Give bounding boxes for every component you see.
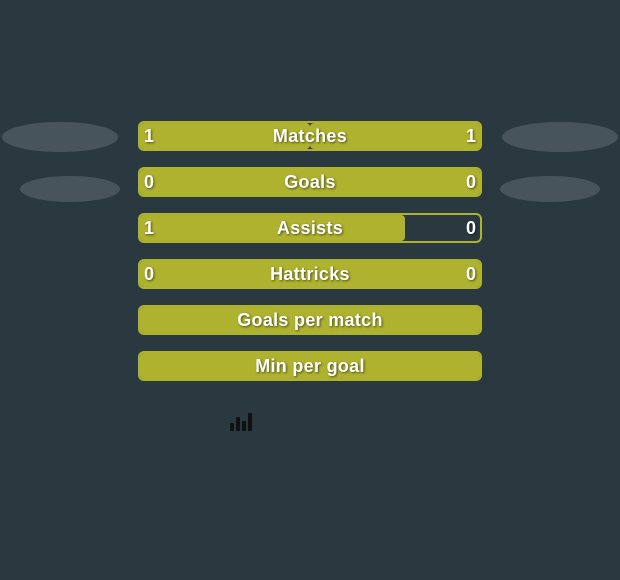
- stat-row: Goals per match: [138, 305, 482, 335]
- stat-label: Goals per match: [138, 305, 482, 335]
- stat-label: Goals: [138, 167, 482, 197]
- stat-row: 00Hattricks: [138, 259, 482, 289]
- comparison-card: Minho vs de Paula Morais Club competitio…: [0, 0, 620, 580]
- stat-rows: 11Matches 00Goals 10Assists 00Hattricks Goal…: [0, 121, 620, 381]
- stat-label: Assists: [138, 213, 482, 243]
- stat-label: Hattricks: [138, 259, 482, 289]
- stat-label: Min per goal: [138, 351, 482, 381]
- stat-row: Min per goal: [138, 351, 482, 381]
- stat-row: 10Assists: [138, 213, 482, 243]
- stat-label: Matches: [138, 121, 482, 151]
- stat-row: 00Goals: [138, 167, 482, 197]
- stat-row: 11Matches: [138, 121, 482, 151]
- bars-icon: [230, 409, 256, 431]
